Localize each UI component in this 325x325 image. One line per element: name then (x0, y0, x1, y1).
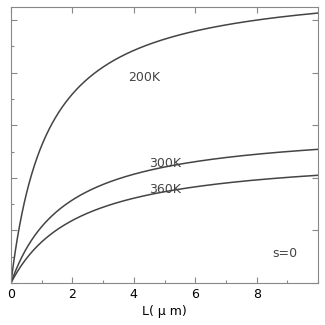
X-axis label: L( μ m): L( μ m) (142, 305, 187, 318)
Text: s=0: s=0 (272, 247, 297, 260)
Text: 360K: 360K (149, 183, 181, 196)
Text: 200K: 200K (128, 72, 160, 84)
Text: 300K: 300K (149, 157, 181, 170)
